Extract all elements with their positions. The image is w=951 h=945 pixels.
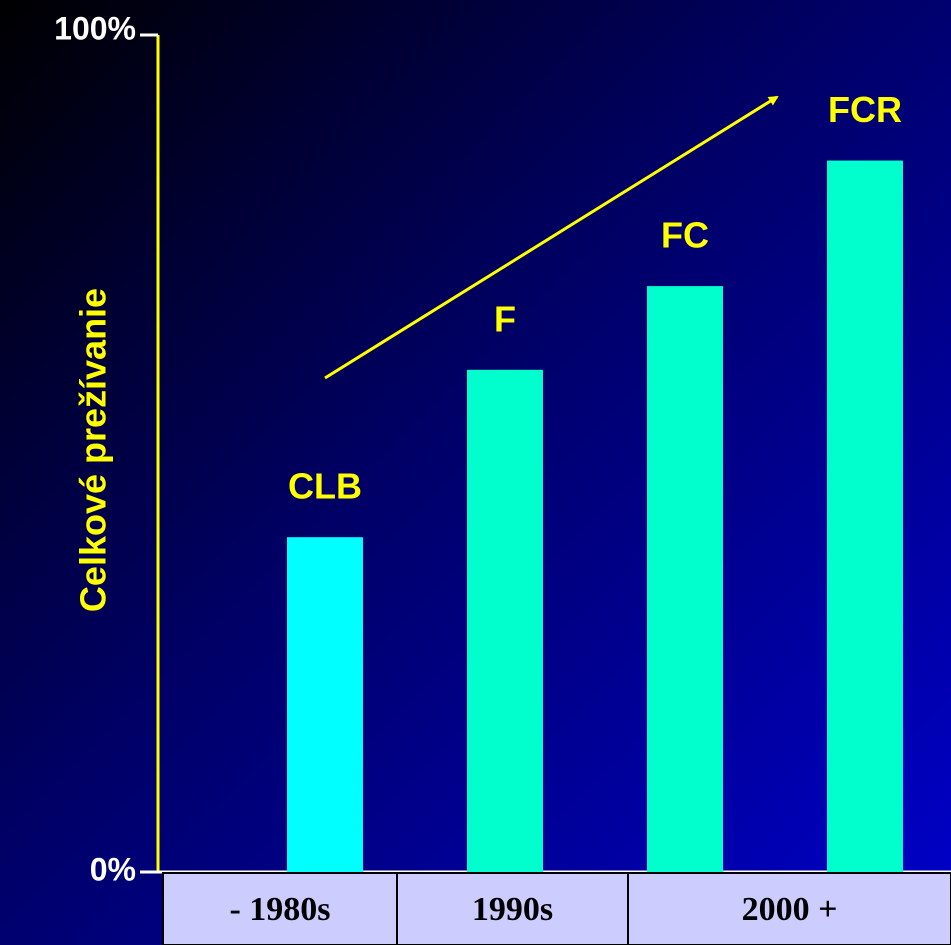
bar-label: CLB bbox=[288, 466, 362, 507]
y-tick-label: 100% bbox=[54, 10, 136, 46]
bar-label: FC bbox=[661, 215, 709, 256]
period-cell bbox=[627, 872, 951, 945]
bar-label: FCR bbox=[828, 89, 902, 130]
bar-label: F bbox=[494, 298, 516, 339]
bar bbox=[827, 160, 903, 873]
trend-arrow bbox=[324, 95, 779, 380]
bar bbox=[287, 537, 363, 872]
period-cell bbox=[162, 872, 398, 945]
period-cell bbox=[396, 872, 629, 945]
bar bbox=[467, 369, 543, 872]
period-label: 2000 + bbox=[742, 891, 838, 928]
period-label: 1990s bbox=[472, 891, 553, 928]
period-label: - 1980s bbox=[229, 891, 330, 928]
bar bbox=[647, 286, 723, 873]
y-tick-label: 0% bbox=[90, 851, 136, 887]
y-axis-label: Celkové prežívanie bbox=[73, 288, 114, 612]
